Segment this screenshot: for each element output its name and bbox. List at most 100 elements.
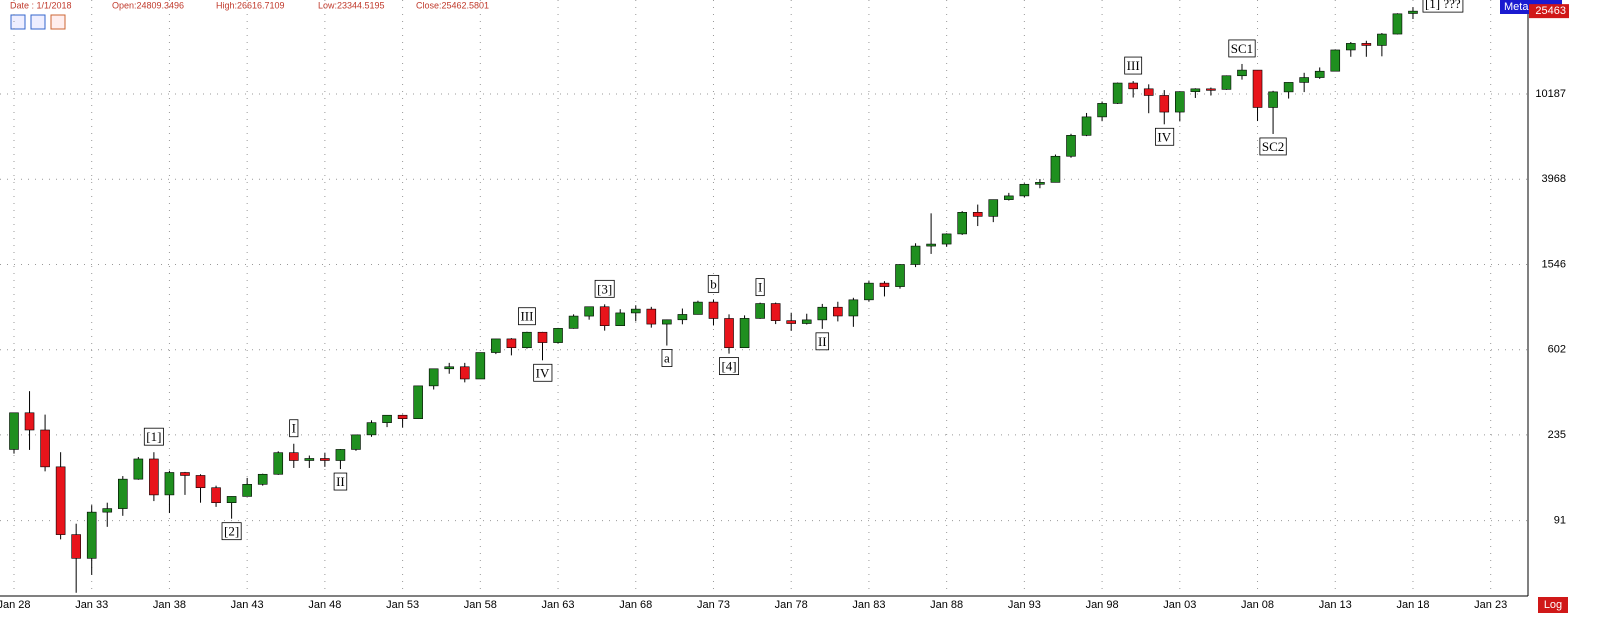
x-tick-label: Jan 18 — [1396, 599, 1429, 611]
y-tick-label: 602 — [1548, 344, 1566, 356]
candle-body — [1314, 70, 1325, 78]
annotation-box — [1155, 127, 1175, 146]
indicator-label: Meta — [1504, 1, 1529, 13]
annotation: III — [520, 309, 533, 324]
candle-body — [910, 245, 921, 265]
x-tick-label: Jan 73 — [697, 599, 730, 611]
annotation-box — [289, 419, 299, 438]
candle-body — [522, 331, 532, 349]
candle-body — [957, 212, 967, 235]
annotation-box — [1422, 0, 1464, 13]
candle-body — [71, 534, 81, 559]
candle-body — [568, 315, 579, 329]
y-tick-label: 3968 — [1542, 173, 1566, 185]
candle-body — [599, 306, 610, 326]
candle-body — [848, 299, 859, 317]
icon[interactable] — [30, 14, 46, 30]
candle-body — [879, 282, 890, 287]
candle-body — [1345, 43, 1356, 51]
candle-body — [491, 338, 501, 353]
candle-body — [304, 458, 315, 461]
annotation: SC1 — [1231, 41, 1253, 56]
candle-body — [1237, 69, 1247, 77]
icon[interactable] — [10, 14, 26, 30]
candle-body — [1252, 69, 1263, 108]
annotation: b — [710, 276, 717, 291]
annotation: a — [664, 351, 670, 366]
annotation-box — [221, 522, 242, 541]
annotation: IV — [536, 365, 550, 380]
annotation-box — [755, 278, 765, 297]
log-button[interactable] — [1538, 597, 1568, 613]
candle-body — [1206, 88, 1216, 91]
annotation: [1] ??? — [1425, 0, 1461, 11]
candle-body — [1175, 91, 1185, 113]
candle-body — [1408, 10, 1418, 14]
header-high: High:26616.7109 — [216, 0, 285, 10]
candle-body — [941, 233, 952, 245]
y-tick-label: 10187 — [1535, 88, 1566, 100]
candle-body — [86, 511, 97, 559]
annotation-box — [1259, 137, 1287, 156]
x-tick-label: Jan 68 — [619, 599, 652, 611]
annotation: III — [1127, 58, 1140, 73]
x-tick-label: Jan 33 — [75, 599, 108, 611]
candle-body — [630, 308, 641, 314]
annotation-box — [719, 357, 740, 376]
candle-body — [475, 352, 486, 380]
toolbar-icons[interactable] — [10, 14, 66, 30]
annotation-box — [707, 274, 720, 293]
candle-body — [351, 434, 361, 450]
candle-body — [1221, 75, 1232, 90]
candle-body — [786, 320, 797, 324]
candle-body — [1143, 88, 1154, 96]
candle-body — [9, 412, 19, 450]
candle-body — [724, 318, 734, 349]
candle-body — [1299, 77, 1309, 83]
annotation: IV — [1157, 129, 1171, 144]
x-tick-label: Jan 23 — [1474, 599, 1507, 611]
candle-body — [895, 264, 905, 287]
candle-body — [1361, 43, 1372, 46]
annotation: [3] — [597, 281, 612, 296]
candle-body — [117, 478, 128, 509]
candle-body — [288, 452, 299, 461]
candle-body — [1128, 82, 1138, 90]
candle-body — [817, 306, 828, 321]
candle-body — [133, 458, 144, 480]
candle-body — [149, 458, 159, 496]
x-tick-label: Jan 03 — [1163, 599, 1196, 611]
candle-body — [1159, 95, 1170, 113]
annotation: I — [292, 421, 296, 436]
annotation: [1] — [146, 429, 161, 444]
candle-body — [1019, 183, 1030, 197]
candle-body — [615, 312, 626, 326]
candle-body — [1377, 33, 1387, 46]
icon[interactable] — [50, 14, 66, 30]
last-price-box — [1529, 4, 1569, 19]
candle-body — [662, 319, 672, 325]
candle-body — [180, 472, 190, 476]
candle-body — [164, 472, 175, 496]
y-tick-label: 235 — [1548, 429, 1566, 441]
x-tick-label: Jan 48 — [308, 599, 341, 611]
header-close: Close:25462.5801 — [416, 0, 489, 10]
candle-body — [459, 366, 470, 380]
log-button-label[interactable]: Log — [1544, 599, 1562, 611]
candle-body — [366, 422, 377, 436]
annotation-box — [533, 363, 553, 382]
annotation-box — [143, 427, 164, 446]
candle-body — [24, 412, 35, 431]
candle-body — [335, 449, 346, 461]
x-tick-label: Jan 53 — [386, 599, 419, 611]
candle-body — [40, 429, 50, 468]
candle-body — [801, 319, 812, 324]
annotation-box — [1124, 56, 1143, 75]
x-tick-label: Jan 08 — [1241, 599, 1274, 611]
annotation: SC2 — [1262, 139, 1284, 154]
candle-body — [102, 508, 113, 513]
annotation-box — [1228, 39, 1256, 58]
candle-body — [242, 484, 252, 497]
